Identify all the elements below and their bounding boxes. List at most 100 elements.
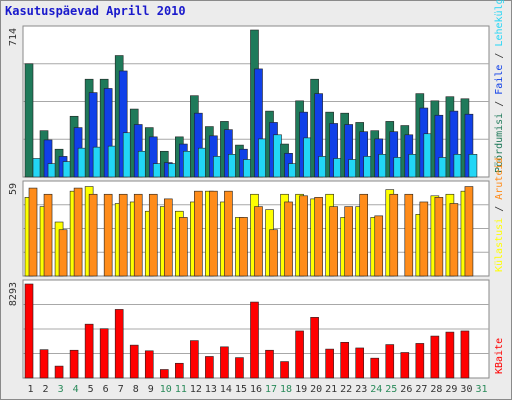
bar-aruteid-day-13 (209, 190, 218, 277)
x-tick-label: 27 (415, 384, 427, 395)
bar-kbaite-day-4 (69, 349, 79, 379)
bar-kbaite-day-29 (445, 331, 455, 379)
bar-aruteid-day-23 (359, 193, 369, 277)
bar-aruteid-day-24 (374, 215, 384, 277)
bar-kbaite-day-30 (460, 330, 470, 379)
bar-kbaite-day-8 (129, 344, 139, 379)
bar-lehek-lgi-day-30 (468, 154, 478, 178)
bar-aruteid-day-3 (58, 229, 68, 277)
x-tick-label: 10 (160, 384, 172, 395)
legend-separator: / (494, 47, 505, 65)
bar-aruteid-day-2 (43, 193, 53, 277)
bar-aruteid-day-20 (314, 197, 323, 277)
bar-kbaite-day-23 (355, 347, 365, 379)
x-tick-label: 1 (28, 384, 34, 395)
bar-kbaite-day-2 (39, 349, 49, 379)
bar-aruteid-day-4 (73, 187, 83, 277)
x-tick-label: 24 (370, 384, 382, 395)
bar-kbaite-day-28 (430, 335, 440, 379)
bar-kbaite-day-24 (370, 357, 380, 379)
bar-kbaite-day-10 (159, 369, 169, 379)
x-tick-label: 25 (385, 384, 397, 395)
bar-kbaite-day-7 (114, 309, 124, 379)
bar-aruteid-day-5 (88, 193, 98, 277)
legend-separator: / (494, 95, 505, 113)
bar-kbaite-day-18 (280, 361, 289, 379)
legend: KBaite (494, 338, 505, 374)
legend-item: Lehekülgi (494, 0, 505, 47)
bar-kbaite-day-15 (235, 357, 244, 379)
bar-aruteid-day-12 (194, 190, 203, 277)
x-tick-label: 2 (43, 384, 49, 395)
x-tick-label: 11 (175, 384, 187, 395)
bar-aruteid-day-15 (239, 217, 248, 277)
legend-item: Aruteid (494, 158, 505, 200)
bar-aruteid-day-26 (404, 193, 414, 277)
bar-kbaite-day-26 (400, 352, 410, 379)
x-tick-label: 4 (73, 384, 79, 395)
x-tick-label: 31 (475, 384, 487, 395)
bar-aruteid-day-22 (344, 206, 353, 277)
y-max-label: 714 (8, 28, 19, 46)
legend-item: KBaite (494, 338, 505, 374)
bar-aruteid-day-30 (464, 186, 474, 277)
x-tick-label: 3 (58, 384, 64, 395)
bar-aruteid-day-8 (133, 193, 143, 277)
bar-aruteid-day-28 (434, 197, 444, 277)
bar-kbaite-day-17 (265, 349, 274, 379)
bar-kbaite-day-22 (340, 341, 349, 379)
bar-kbaite-day-16 (250, 301, 259, 379)
bar-aruteid-day-21 (329, 206, 338, 277)
bar-aruteid-day-25 (389, 193, 399, 277)
bar-aruteid-day-1 (28, 187, 38, 277)
x-tick-label: 20 (310, 384, 322, 395)
y-max-label: 8293 (8, 282, 19, 306)
bar-kbaite-day-1 (24, 283, 34, 379)
legend: Külastusi / Aruteid (494, 158, 505, 272)
bar-aruteid-day-10 (163, 198, 173, 277)
x-tick-label: 22 (340, 384, 352, 395)
bar-aruteid-day-29 (449, 203, 459, 277)
x-tick-label: 14 (220, 384, 232, 395)
bar-aruteid-day-9 (148, 193, 158, 277)
bar-aruteid-day-17 (269, 229, 278, 277)
bar-kbaite-day-19 (295, 330, 304, 379)
x-tick-label: 21 (325, 384, 337, 395)
bar-aruteid-day-16 (254, 206, 263, 277)
x-tick-label: 29 (445, 384, 457, 395)
bar-kbaite-day-13 (205, 356, 214, 379)
bar-kbaite-day-21 (325, 348, 334, 379)
x-tick-label: 28 (430, 384, 442, 395)
bar-kbaite-day-3 (54, 365, 64, 379)
x-tick-label: 17 (265, 384, 277, 395)
x-tick-label: 6 (103, 384, 109, 395)
bar-kbaite-day-25 (385, 344, 395, 379)
legend-separator: / (494, 200, 505, 218)
x-tick-label: 9 (148, 384, 154, 395)
bar-aruteid-day-14 (224, 190, 233, 277)
x-tick-label: 13 (205, 384, 217, 395)
bar-aruteid-day-18 (284, 201, 293, 277)
legend: Pöördumisi / Faile / Lehekülgi (494, 0, 505, 173)
bar-kbaite-day-6 (99, 328, 109, 379)
bar-aruteid-day-27 (419, 201, 429, 277)
x-tick-label: 15 (235, 384, 247, 395)
bar-p-rdumisi-day-1 (24, 63, 34, 178)
chart-title: Kasutuspäevad Aprill 2010 (5, 4, 186, 18)
legend-item: Faile (494, 65, 505, 95)
bar-aruteid-day-19 (299, 195, 308, 277)
legend-item: Külastusi (494, 218, 505, 272)
bar-kbaite-day-14 (220, 346, 229, 379)
x-tick-label: 5 (88, 384, 94, 395)
x-tick-label: 8 (133, 384, 139, 395)
bar-kbaite-day-5 (84, 323, 94, 379)
bar-aruteid-day-6 (103, 193, 113, 277)
bar-kbaite-day-9 (144, 350, 154, 379)
bar-aruteid-day-7 (118, 193, 128, 277)
x-tick-label: 16 (250, 384, 262, 395)
x-tick-label: 18 (280, 384, 292, 395)
bar-kbaite-day-20 (310, 317, 319, 379)
bar-kbaite-day-27 (415, 343, 425, 379)
legend-item: Pöördumisi (494, 113, 505, 173)
